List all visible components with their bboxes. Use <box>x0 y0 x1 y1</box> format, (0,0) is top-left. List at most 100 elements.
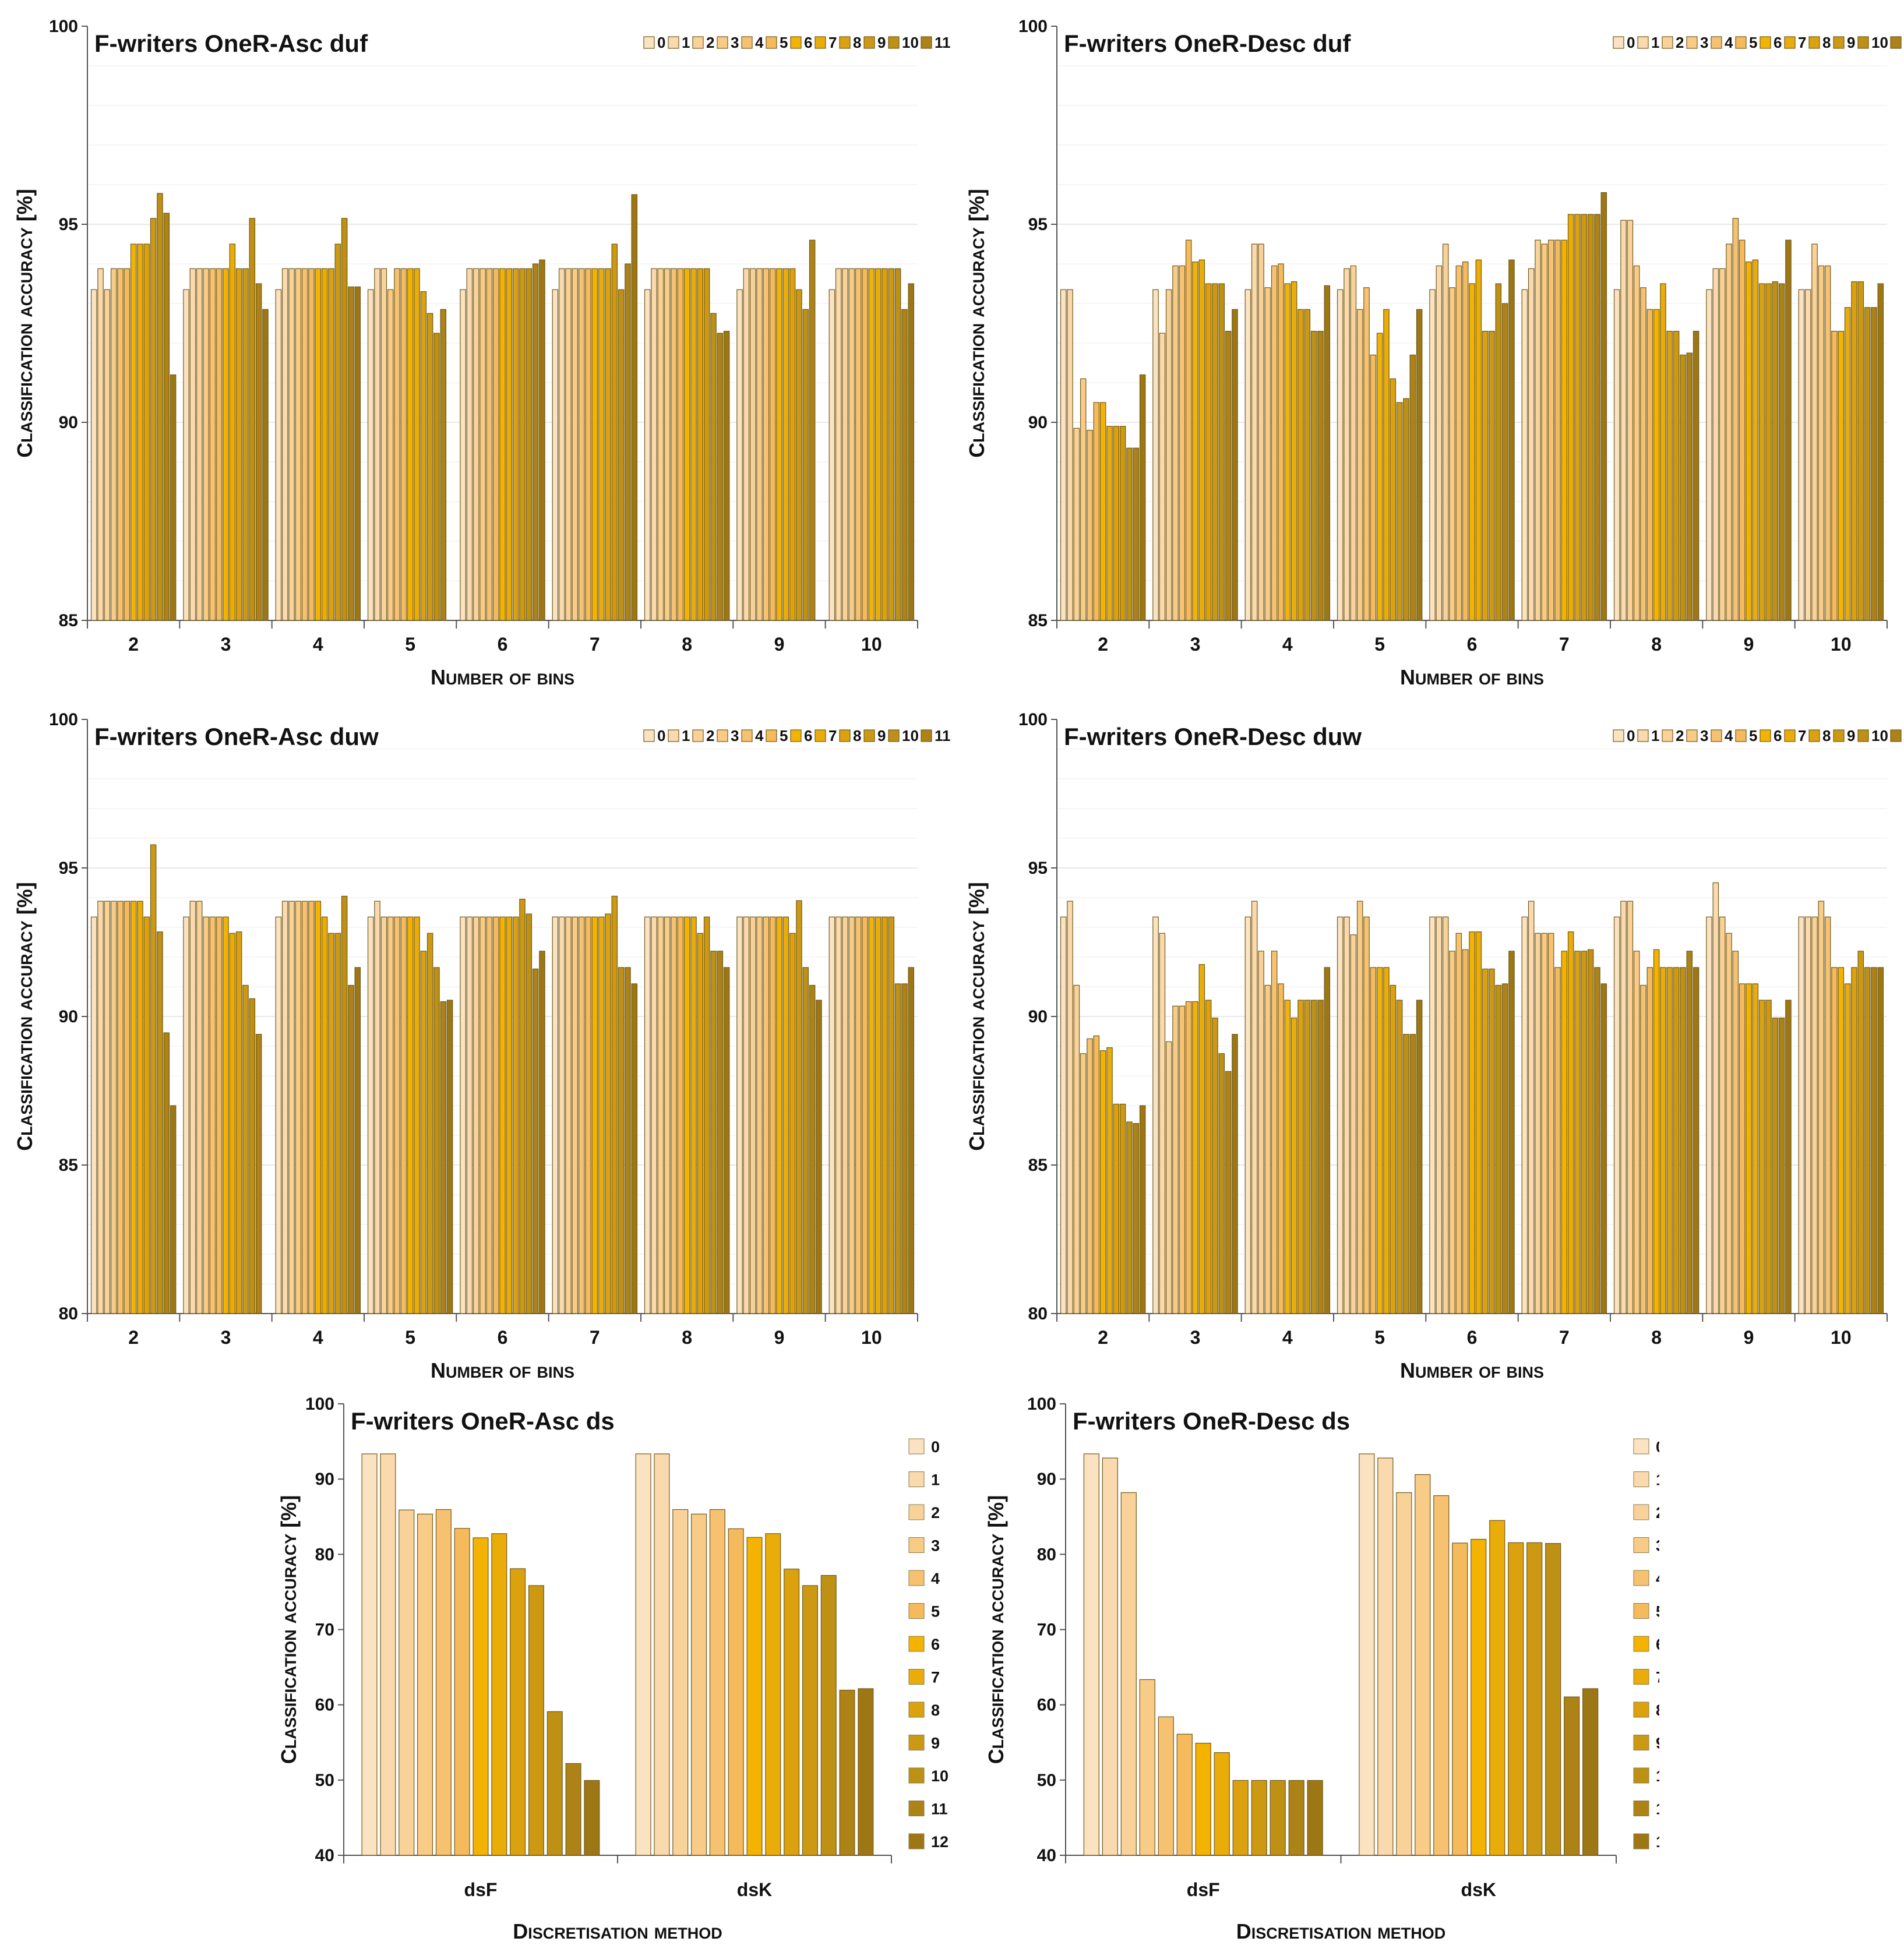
legend-label-2: 2 <box>706 34 714 51</box>
bar-10-series-2 <box>1811 916 1818 1314</box>
bar-2-series-0 <box>1060 916 1067 1314</box>
legend-swatch-2 <box>908 1504 925 1520</box>
bar-3-series-4 <box>1179 265 1186 621</box>
bar-6-series-12 <box>1508 951 1515 1314</box>
bar-2-series-11 <box>1133 1122 1140 1314</box>
bar-2-series-9 <box>150 844 157 1314</box>
bar-2-series-3 <box>1080 1053 1087 1314</box>
x-tick-label: 10 <box>1831 634 1852 655</box>
legend-label-9: 9 <box>931 1735 940 1752</box>
bar-4-series-8 <box>1297 1000 1304 1314</box>
legend-label-3: 3 <box>931 1537 940 1555</box>
bar-4-series-4 <box>301 901 308 1314</box>
bar-5-series-9 <box>426 933 433 1314</box>
legend-swatch-7 <box>815 729 826 742</box>
bar-10-series-9 <box>1857 281 1864 621</box>
x-tick-label: dsF <box>1187 1879 1220 1900</box>
bar-10-series-8 <box>1851 281 1857 621</box>
bar-3-series-3 <box>203 268 209 621</box>
bar-9-series-9 <box>1765 1000 1772 1314</box>
x-tick-label: 3 <box>1190 634 1201 655</box>
y-tick-label: 100 <box>305 1395 334 1414</box>
legend-swatch-5 <box>1633 1603 1649 1619</box>
bar-6-series-2 <box>473 916 479 1314</box>
bar-dsK-series-8 <box>1508 1542 1524 1856</box>
bar-3-series-7 <box>229 933 236 1314</box>
legend-label-9: 9 <box>1656 1735 1659 1752</box>
legend-swatch-10 <box>908 1767 925 1784</box>
bar-dsK-series-11 <box>1564 1696 1580 1856</box>
bar-7-series-4 <box>578 916 585 1314</box>
bar-5-series-4 <box>394 916 400 1314</box>
legend-swatch-10 <box>1857 729 1869 742</box>
bar-dsK-series-8 <box>784 1568 800 1856</box>
bar-3-series-0 <box>1152 916 1159 1314</box>
legend-label-6: 6 <box>804 34 812 51</box>
bar-8-series-5 <box>1646 309 1653 621</box>
legend-label-1: 1 <box>931 1471 940 1489</box>
legend-swatch-9 <box>863 36 875 49</box>
x-axis-label: NUMBER OF BINS <box>431 1358 574 1382</box>
legend-label-10: 10 <box>902 727 919 744</box>
bar-5-series-8 <box>1390 378 1397 621</box>
bar-7-series-0 <box>1521 916 1528 1314</box>
legend-label-10: 10 <box>1871 34 1888 51</box>
bar-9-series-8 <box>1758 283 1765 621</box>
chart-title: F-writers OneR-Desc duw <box>1064 723 1362 750</box>
bar-dsF-series-9 <box>528 1585 544 1856</box>
bar-6-series-7 <box>506 268 513 621</box>
legend-label-11: 11 <box>1656 1801 1659 1818</box>
bar-6-series-6 <box>1469 283 1475 621</box>
bar-3-series-6 <box>1192 262 1198 621</box>
bar-6-series-3 <box>479 916 486 1314</box>
bar-9-series-7 <box>782 916 789 1314</box>
bar-4-series-1 <box>1251 243 1258 621</box>
bar-8-series-3 <box>664 916 671 1314</box>
bar-9-series-0 <box>736 916 743 1314</box>
legend-label-5: 5 <box>780 727 788 744</box>
bar-2-series-5 <box>1093 402 1100 621</box>
bar-6-series-2 <box>473 268 479 621</box>
bar-6-series-2 <box>1442 243 1449 621</box>
bar-8-series-8 <box>697 933 704 1314</box>
y-tick-label: 40 <box>315 1846 334 1865</box>
x-tick-label: 5 <box>405 1327 415 1348</box>
bar-9-series-4 <box>1732 218 1739 621</box>
legend-label-3: 3 <box>1700 727 1708 744</box>
bar-5-series-8 <box>420 951 427 1314</box>
bar-3-series-3 <box>203 916 209 1314</box>
bar-8-series-11 <box>1686 352 1693 621</box>
y-tick-label: 60 <box>315 1696 334 1715</box>
legend-label-5: 5 <box>1749 727 1757 744</box>
bar-10-series-4 <box>855 916 862 1314</box>
bar-10-series-1 <box>835 916 842 1314</box>
bar-dsF-series-9 <box>1251 1780 1267 1856</box>
bar-8-series-9 <box>703 268 710 621</box>
y-tick-label: 70 <box>315 1621 334 1640</box>
legend-swatch-8 <box>1633 1702 1649 1718</box>
bar-3-series-11 <box>255 1033 262 1314</box>
bar-9-series-1 <box>1712 268 1719 621</box>
bar-10-series-10 <box>1864 307 1871 621</box>
legend-swatch-9 <box>1833 36 1845 49</box>
bar-4-series-1 <box>1251 901 1258 1314</box>
bar-10-series-12 <box>908 967 915 1314</box>
bar-3-series-10 <box>249 218 256 621</box>
bar-2-series-4 <box>1087 1038 1093 1314</box>
legend-swatch-8 <box>1808 36 1820 49</box>
bar-9-series-1 <box>743 916 750 1314</box>
bar-dsK-series-6 <box>1471 1538 1487 1856</box>
bar-8-series-7 <box>690 916 697 1314</box>
legend-swatch-4 <box>908 1570 925 1586</box>
x-tick-label: 3 <box>221 1327 231 1348</box>
bar-6-series-7 <box>1475 931 1482 1314</box>
legend-swatch-3 <box>717 36 728 49</box>
bar-dsF-series-1 <box>380 1453 396 1856</box>
chart-title: F-writers OneR-Asc duw <box>94 723 379 750</box>
bar-6-series-0 <box>460 916 466 1314</box>
chart-title: F-writers OneR-Desc ds <box>1073 1407 1350 1435</box>
bar-2-series-10 <box>157 193 163 621</box>
bar-7-series-1 <box>558 916 565 1314</box>
bar-10-series-4 <box>1824 916 1831 1314</box>
y-tick-label: 85 <box>59 1156 78 1175</box>
